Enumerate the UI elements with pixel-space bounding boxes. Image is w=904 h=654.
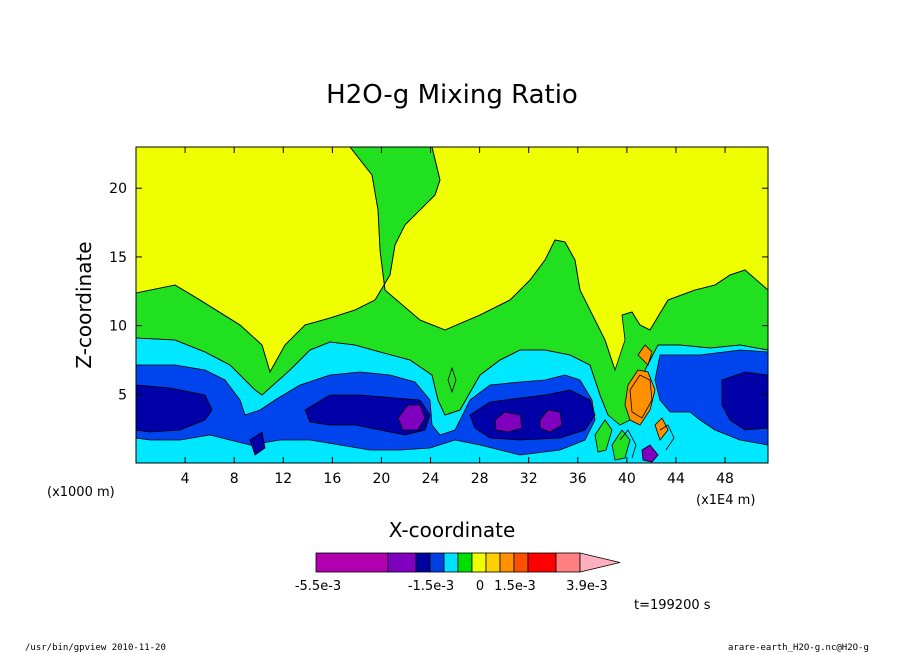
colorbar-cell <box>429 552 445 573</box>
x-tick-28: 28 <box>471 471 489 487</box>
colorbar-arrow <box>579 552 621 573</box>
x-tick-4: 4 <box>181 471 190 487</box>
x-tick-24: 24 <box>422 471 440 487</box>
colorbar-cell <box>513 552 529 573</box>
x-tick-36: 36 <box>569 471 587 487</box>
y-tick-10: 10 <box>109 319 127 335</box>
time-label: t=199200 s <box>634 598 711 613</box>
region-orange <box>624 344 669 441</box>
contour-field <box>135 146 769 464</box>
colorbar-label: 3.9e-3 <box>566 579 608 594</box>
y-axis-label: Z-coordinate <box>72 241 96 368</box>
colorbar-cell <box>485 552 501 573</box>
x-tick-20: 20 <box>373 471 391 487</box>
x-tick-16: 16 <box>323 471 341 487</box>
x-tick-40: 40 <box>618 471 636 487</box>
colorbar <box>315 552 621 573</box>
colorbar-labels: -5.5e-3 -1.5e-3 0 1.5e-3 3.9e-3 <box>295 579 608 594</box>
colorbar-label: -5.5e-3 <box>295 579 341 594</box>
colorbar-cell <box>499 552 515 573</box>
region-green-small <box>447 366 631 461</box>
colorbar-cell <box>527 552 557 573</box>
colorbar-label: -1.5e-3 <box>408 579 454 594</box>
footer-left: /usr/bin/gpview 2010-11-20 <box>25 643 166 653</box>
colorbar-cell <box>387 552 417 573</box>
x-axis-label: X-coordinate <box>389 518 516 542</box>
contour-lines <box>135 146 769 459</box>
y-tick-5: 5 <box>118 387 127 403</box>
x-tick-labels: 4 8 12 16 20 24 28 32 36 40 44 48 <box>181 471 734 487</box>
colorbar-cell <box>471 552 487 573</box>
y-tick-20: 20 <box>109 181 127 197</box>
x-tick-44: 44 <box>667 471 685 487</box>
chart-title: H2O-g Mixing Ratio <box>326 80 578 110</box>
x-unit-right: (x1E4 m) <box>696 493 755 508</box>
colorbar-cell <box>415 552 431 573</box>
region-darkblue <box>135 371 769 456</box>
colorbar-cell <box>315 552 389 573</box>
y-tick-labels: 5 10 15 20 <box>109 181 127 403</box>
colorbar-cell <box>555 552 581 573</box>
y-tick-15: 15 <box>109 250 127 266</box>
x-unit-left: (x1000 m) <box>47 485 115 500</box>
frame-ticks <box>136 147 768 463</box>
region-blue <box>135 349 769 456</box>
x-tick-12: 12 <box>274 471 292 487</box>
colorbar-label: 0 <box>476 579 484 594</box>
colorbar-cell <box>457 552 473 573</box>
footer-right: arare-earth_H2O-g.nc@H2O-g <box>728 643 869 653</box>
colorbar-cell <box>443 552 459 573</box>
colorbar-label: 1.5e-3 <box>494 579 536 594</box>
x-tick-32: 32 <box>520 471 538 487</box>
plot-frame <box>135 146 769 464</box>
x-tick-8: 8 <box>230 471 239 487</box>
region-purple <box>397 404 659 463</box>
x-tick-48: 48 <box>716 471 734 487</box>
